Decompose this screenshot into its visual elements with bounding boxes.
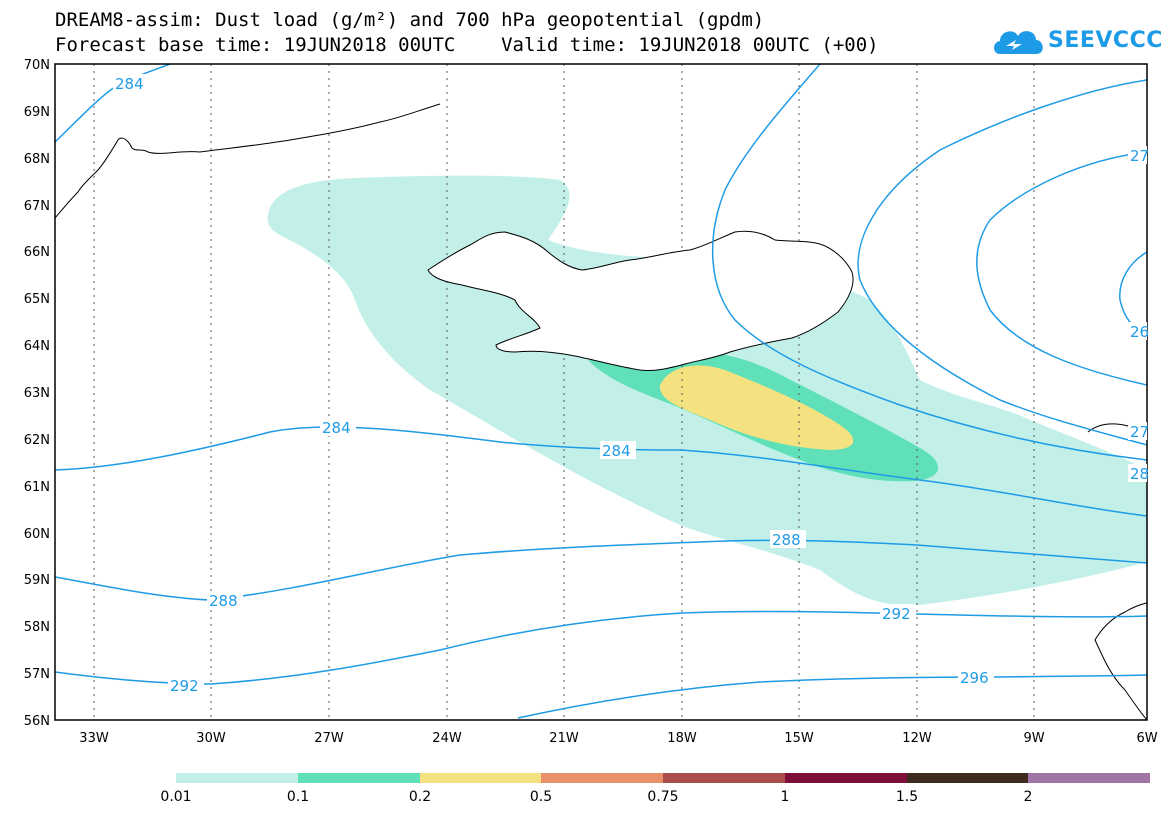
latitude-axis: 70N 69N 68N 67N 66N 65N 64N 63N 62N 61N …	[24, 58, 50, 729]
legend-swatch	[784, 773, 907, 783]
lat-label: 61N	[24, 480, 50, 495]
lon-label: 30W	[196, 731, 226, 746]
iceland-inner-white	[620, 282, 694, 305]
legend-label: 0.1	[286, 789, 310, 805]
contour-label: 27	[1130, 423, 1149, 441]
gridlines	[93, 64, 1035, 720]
lon-label: 18W	[667, 731, 697, 746]
legend-swatch	[419, 773, 542, 783]
contour-label: 284	[115, 75, 144, 93]
contour-label: 292	[882, 605, 911, 623]
lon-label: 33W	[79, 731, 109, 746]
legend-swatch	[663, 773, 785, 783]
lon-label: 27W	[314, 731, 344, 746]
legend-label: 1.5	[895, 789, 919, 805]
cloud-icon	[994, 31, 1043, 54]
seevccc-logo: SEEVCCC	[990, 22, 1162, 60]
longitude-axis: 33W 30W 27W 24W 21W 18W 15W 12W 9W 6W	[79, 731, 1157, 746]
lat-label: 69N	[24, 105, 50, 120]
legend-label: 0.01	[160, 789, 192, 805]
lon-label: 9W	[1023, 731, 1044, 746]
contour-label-group: 284 284 284 288 288 292 292 296 27 26 27…	[113, 74, 1149, 695]
logo-text: SEEVCCC	[1048, 28, 1163, 53]
map-title: DREAM8-assim: Dust load (g/m²) and 700 h…	[55, 9, 765, 31]
lat-label: 60N	[24, 527, 50, 542]
legend-label: 0.75	[647, 789, 679, 805]
legend-swatch	[297, 773, 420, 783]
lon-label: 12W	[902, 731, 932, 746]
scotland-coastline	[1094, 602, 1147, 720]
lat-label: 58N	[24, 620, 50, 635]
legend-label: 1	[780, 789, 790, 805]
lat-label: 56N	[24, 714, 50, 729]
legend-label: 2	[1023, 789, 1033, 805]
lat-label: 66N	[24, 245, 50, 260]
contour-label: 296	[960, 669, 989, 687]
lon-label: 21W	[549, 731, 579, 746]
contour-label: 288	[772, 531, 801, 549]
legend-swatch	[906, 773, 1029, 783]
map-frame	[54, 63, 1148, 721]
legend-swatch	[1028, 773, 1150, 783]
lat-label: 64N	[24, 339, 50, 354]
lat-label: 63N	[24, 386, 50, 401]
contour-label: 27	[1130, 147, 1149, 165]
contour-label: 284	[602, 442, 631, 460]
color-legend	[176, 773, 1150, 783]
contour-label: 292	[170, 677, 199, 695]
greenland-coastline	[55, 103, 441, 219]
lat-label: 70N	[24, 58, 50, 73]
legend-label: 0.5	[529, 789, 553, 805]
lat-label: 59N	[24, 573, 50, 588]
dust-region-0.2	[659, 365, 854, 450]
legend-swatch	[541, 773, 663, 783]
legend-swatch	[176, 773, 298, 783]
lon-label: 24W	[432, 731, 462, 746]
contour-label: 284	[322, 419, 351, 437]
lat-label: 68N	[24, 152, 50, 167]
lat-label: 67N	[24, 199, 50, 214]
lat-label: 57N	[24, 667, 50, 682]
lon-label: 15W	[784, 731, 814, 746]
lon-label: 6W	[1136, 731, 1157, 746]
forecast-time-line: Forecast base time: 19JUN2018 00UTC Vali…	[55, 34, 879, 56]
lat-label: 65N	[24, 292, 50, 307]
lat-label: 62N	[24, 433, 50, 448]
contour-label: 26	[1130, 323, 1149, 341]
contour-label: 288	[209, 592, 238, 610]
legend-label: 0.2	[408, 789, 432, 805]
contour-label: 28	[1130, 465, 1149, 483]
